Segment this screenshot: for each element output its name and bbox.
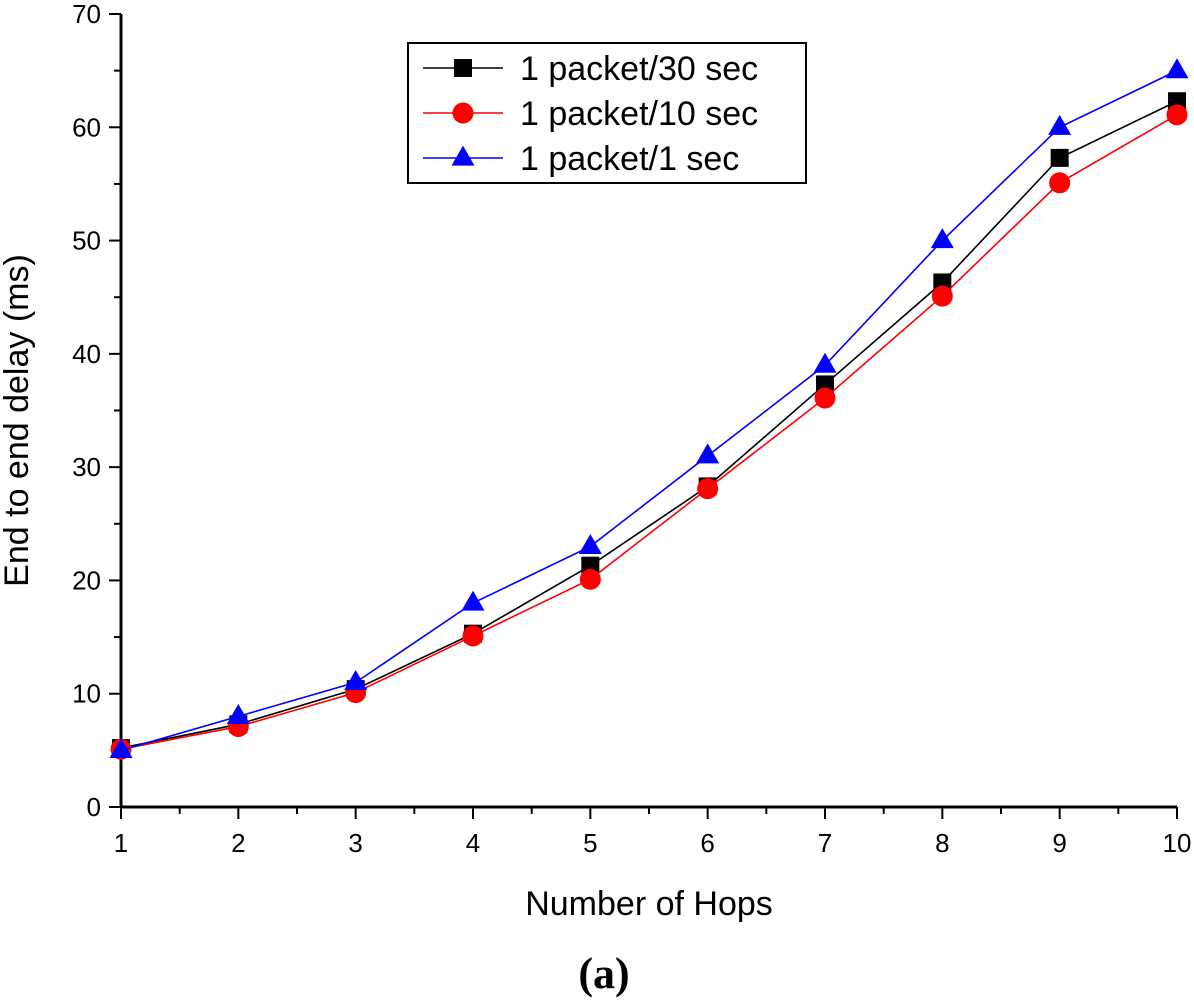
- legend-items: 1 packet/30 sec 1 packet/10 sec 1 packet/1…: [423, 50, 758, 178]
- y-axis-title: End to end delay (ms): [0, 254, 36, 587]
- legend-marker-circle: [452, 102, 474, 124]
- series-layer: [109, 58, 1189, 760]
- data-point-circle: [697, 478, 719, 500]
- x-tick-label: 8: [935, 828, 949, 858]
- y-tick-label: 60: [72, 112, 101, 142]
- series-square: [112, 92, 1186, 758]
- data-point-triangle: [461, 590, 485, 611]
- x-tick-label: 6: [700, 828, 714, 858]
- legend-label: 1 packet/1 sec: [520, 140, 739, 178]
- x-axis-title: Number of Hops: [525, 885, 773, 923]
- figure-caption: (a): [578, 949, 629, 998]
- x-tick-label: 3: [348, 828, 362, 858]
- series-line: [120, 100, 1178, 749]
- legend: 1 packet/30 sec 1 packet/10 sec 1 packet/1…: [407, 42, 807, 184]
- data-point-circle: [814, 387, 836, 409]
- y-tick-label: 0: [87, 792, 101, 822]
- y-tick-label: 10: [72, 679, 101, 709]
- y-tick-label: 30: [72, 452, 101, 482]
- y-tick-label: 70: [72, 0, 101, 29]
- legend-label: 1 packet/30 sec: [520, 50, 758, 88]
- data-point-circle: [579, 568, 601, 590]
- axes: 1 2 3 4 5 6 7 8 9 10 0 10 20 30 40 50 60 70: [72, 0, 1191, 858]
- data-point-circle: [1049, 172, 1071, 194]
- x-tick-label: 5: [583, 828, 597, 858]
- data-point-triangle: [930, 228, 954, 249]
- x-tick-label: 9: [1052, 828, 1066, 858]
- legend-item: 1 packet/10 sec: [423, 95, 758, 133]
- data-point-circle: [931, 285, 953, 307]
- x-tick-label: 2: [231, 828, 245, 858]
- x-tick-label: 7: [818, 828, 832, 858]
- data-point-square: [1050, 148, 1069, 167]
- data-point-triangle: [813, 352, 837, 373]
- legend-label: 1 packet/10 sec: [520, 95, 758, 133]
- x-tick-label: 10: [1163, 828, 1192, 858]
- data-point-triangle: [578, 534, 602, 555]
- series-triangle: [109, 58, 1189, 758]
- data-point-circle: [1166, 104, 1188, 126]
- legend-marker-triangle: [451, 145, 475, 166]
- legend-item: 1 packet/30 sec: [423, 50, 758, 88]
- y-tick-label: 40: [72, 339, 101, 369]
- legend-item: 1 packet/1 sec: [423, 140, 739, 178]
- x-tick-label: 1: [114, 828, 128, 858]
- series-line: [120, 69, 1178, 752]
- data-point-triangle: [344, 669, 368, 690]
- y-tick-label: 20: [72, 565, 101, 595]
- y-tick-label: 50: [72, 226, 101, 256]
- legend-marker-square: [454, 59, 472, 77]
- data-point-circle: [462, 625, 484, 647]
- data-point-triangle: [109, 737, 133, 758]
- x-tick-label: 4: [466, 828, 480, 858]
- data-point-triangle: [696, 443, 720, 464]
- data-point-triangle: [1165, 58, 1189, 79]
- series-circle: [110, 104, 1188, 760]
- data-point-triangle: [226, 703, 250, 724]
- series-line: [120, 114, 1178, 751]
- data-point-triangle: [1048, 114, 1072, 135]
